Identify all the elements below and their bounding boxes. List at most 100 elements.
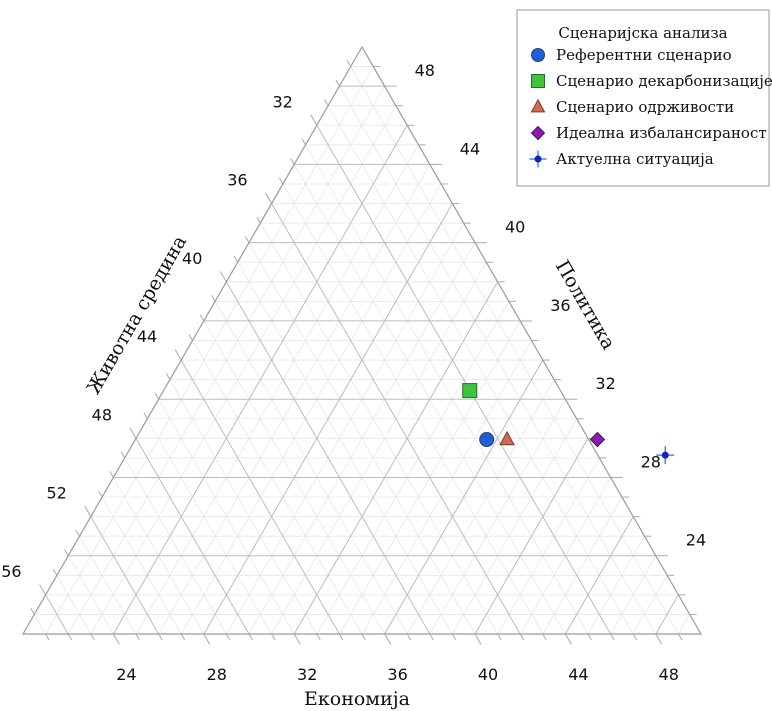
legend-title: Сценаријска анализа [558,24,727,42]
legend-item: Сценарио одрживости [530,98,734,116]
tick-economy [248,633,253,641]
grid-line-environment [56,575,92,635]
data-points [462,383,675,465]
grid-line-environment [282,183,544,635]
tick-environment [174,349,182,361]
legend-marker-circle [531,48,545,62]
grid-line-economy [678,614,691,635]
tick-economy [158,633,163,641]
tick-environment [64,549,69,556]
tick-environment [143,412,148,420]
tick-environment [165,373,171,380]
tick-marks [30,60,697,645]
grid-line-economy [474,438,589,635]
tick-environment [75,529,80,537]
tick-environment [245,236,250,243]
grid-line-environment [124,457,227,635]
legend-label: Актуелна ситуација [556,150,714,168]
grid-line-economy [180,183,442,635]
grid-line-economy [316,301,510,635]
tick-environment [278,177,284,185]
data-point-square [462,383,478,399]
tick-economy [361,633,366,641]
tick-economy [203,633,211,645]
legend-marker-square [531,74,545,88]
tick-labels: 24 28 32 36 40 44 48 24 28 32 36 40 44 48 32 36 40 44 48 52… [1,61,706,684]
tick-environment [39,584,47,596]
tick-environment [290,158,295,165]
tick-environment [219,271,227,283]
tick-environment [154,392,160,400]
grid-major [45,85,679,635]
tick-economy [497,633,502,641]
grid-line-environment [305,144,589,635]
grid-line-economy [610,555,657,635]
tick-economy [225,633,231,641]
grid-line-environment [146,418,272,635]
legend-item: Сценарио декарбонизације [531,72,772,90]
tick-economy [271,633,276,641]
legend-item: Актуелна ситуација [529,150,714,168]
tick-economy [180,633,186,641]
legend-label: Идеална избалансираност [556,124,767,142]
grid-line-environment [248,242,476,635]
legend-label: Сценарио декарбонизације [556,72,772,90]
grid-line-environment [158,398,295,635]
legend-item: Референтни сценарио [531,46,732,64]
tick-environment [84,505,92,517]
tick-environment [30,608,35,615]
tick-environment [120,451,126,459]
tick-label-economy: 44 [568,665,588,684]
tick-label-politics: 44 [460,139,480,158]
tick-label-politics: 32 [595,374,615,393]
legend-marker-cross-dot [529,150,547,168]
grid-line-economy [203,203,453,635]
grid-line-environment [192,340,363,635]
tick-economy [384,633,392,645]
axis-title-bottom: Економија [304,688,410,710]
tick-environment [335,79,340,87]
tick-economy [542,633,547,641]
grid-line-economy [564,516,634,635]
grid-line-economy [226,222,465,635]
grid-line-environment [180,359,340,635]
grid-line-economy [587,535,645,635]
tick-economy [293,633,301,645]
grid-line-economy [45,66,374,635]
legend-item: Идеална избалансираност [530,124,767,142]
tick-economy [135,633,140,641]
grid-line-economy [542,496,623,635]
grid-line-environment [101,496,182,635]
grid-line-environment [45,594,69,635]
grid-line-environment [350,66,679,635]
tick-environment [324,99,329,106]
tick-economy [429,633,434,641]
tick-environment [52,568,58,576]
tick-environment [109,471,114,478]
tick-environment [98,490,103,498]
tick-label-politics: 28 [641,452,661,471]
grid-line-environment [135,438,250,635]
data-point-diamond [589,431,606,448]
grid-line-environment [90,516,160,635]
grid-line-environment [214,301,408,635]
grid-line-economy [429,398,566,635]
grid-line-economy [655,594,679,635]
tick-economy [632,633,638,641]
tick-economy [474,633,482,645]
tick-economy [677,633,683,641]
tick-environment [233,255,239,263]
tick-label-politics: 24 [686,531,706,550]
legend-items: Референтни сценарио Сценарио декарбонизац… [529,46,772,168]
tick-environment [310,114,318,126]
tick-label-environment: 44 [137,327,157,346]
tick-economy [45,633,50,641]
tick-economy [406,633,412,641]
tick-economy [90,633,95,641]
grid-line-economy [361,340,532,635]
tick-label-economy: 40 [478,665,498,684]
data-point-cross-dot [656,446,675,465]
grid-line-economy [293,281,499,635]
tick-label-environment: 32 [272,92,292,111]
